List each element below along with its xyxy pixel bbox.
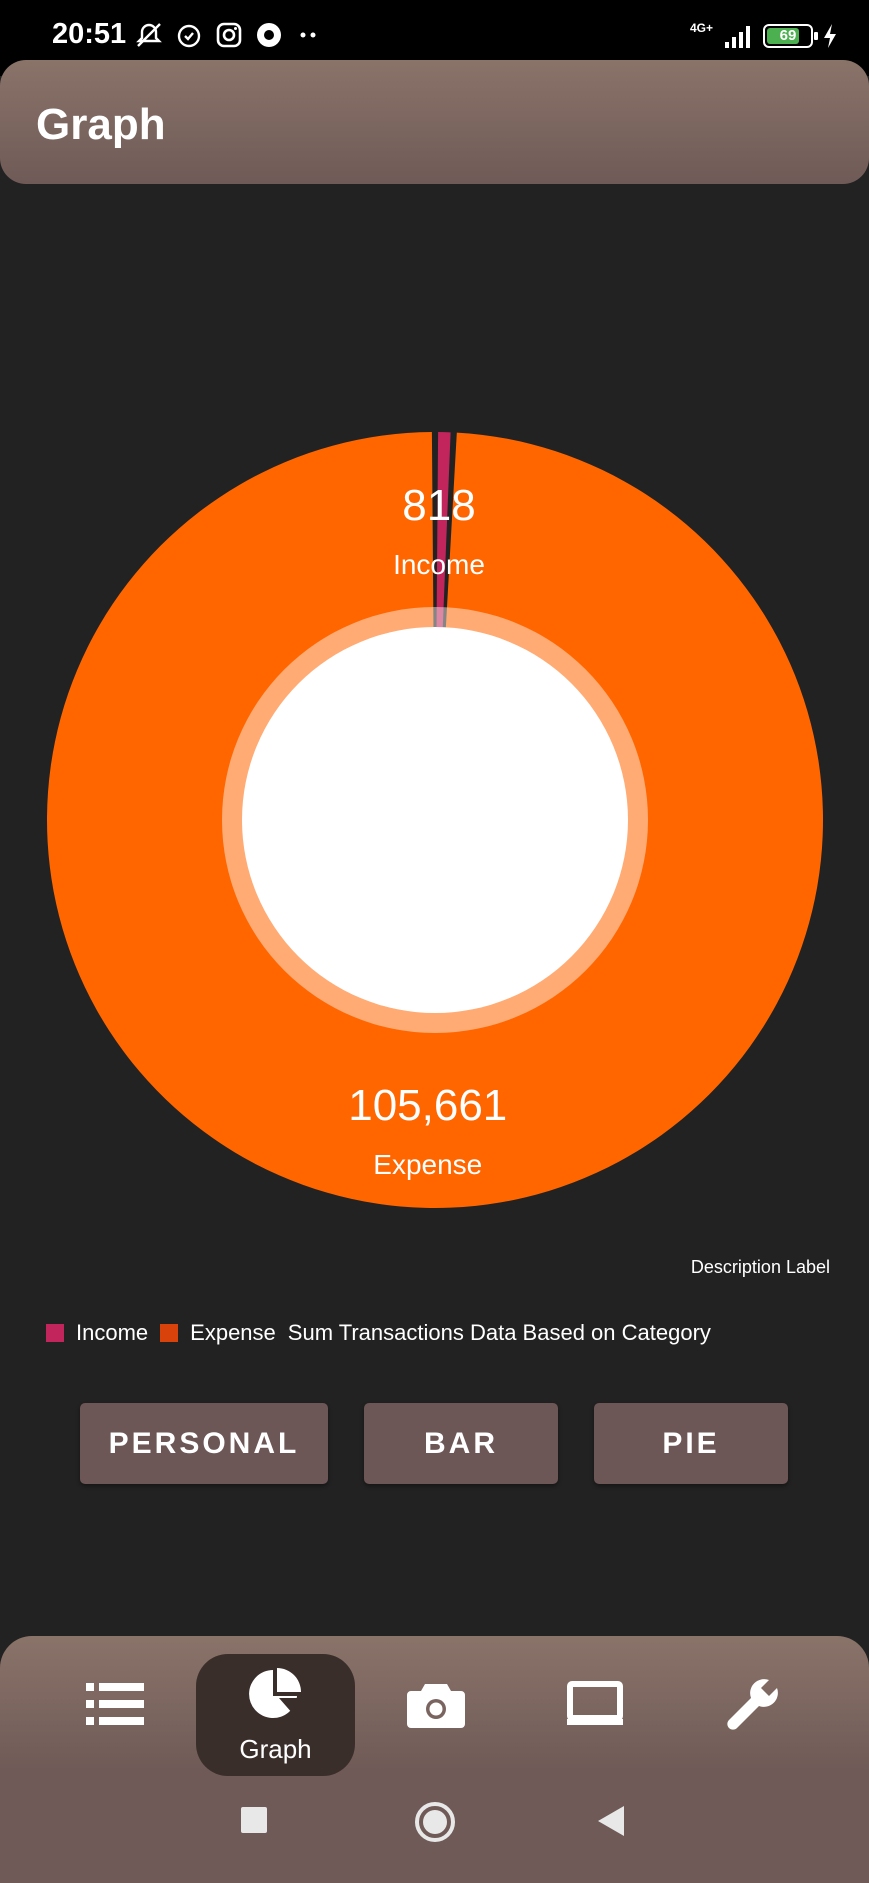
recents-icon[interactable] [240,1806,268,1834]
legend-label-income: Income [76,1320,149,1345]
list-icon [86,1683,144,1725]
mute-icon [136,23,162,47]
pie-chart-button[interactable]: PIE [594,1403,788,1484]
network-type: 4G+ [689,21,713,35]
slice-value-expense: 105,661 [348,1081,507,1130]
legend-label-expense: Expense [190,1320,276,1345]
app-bar: Graph [0,60,869,184]
legend-swatch-income [46,1324,64,1342]
alarm-icon [177,24,201,48]
slice-label-expense: Expense [373,1149,482,1180]
signal-icon [725,26,750,48]
nav-item-laptop[interactable] [555,1654,635,1754]
legend-title: Sum Transactions Data Based on Category [287,1320,711,1345]
slice-value-income: 818 [402,481,475,530]
nav-item-graph[interactable]: Graph [196,1654,355,1776]
camera-icon [407,1684,465,1728]
chart-hole [242,627,628,1013]
legend-item-expense: Expense [160,1320,276,1346]
wrench-icon [727,1679,778,1730]
page-title: Graph [36,100,166,149]
bar-chart-button[interactable]: BAR [364,1403,558,1484]
legend-swatch-expense [160,1324,179,1342]
charging-icon [824,24,836,48]
nav-item-list[interactable] [75,1654,155,1754]
battery-level: 69 [779,27,797,44]
nav-item-camera[interactable] [396,1654,476,1754]
instagram-icon [216,22,242,48]
chart-description-label: Description Label [690,1257,830,1277]
chart-legend: Income Expense Sum Transactions Data Bas… [46,1320,711,1346]
donut-chart[interactable]: 818 Income 105,661 Expense [40,425,830,1215]
nav-item-settings[interactable] [713,1654,793,1754]
bottom-navigation: Graph [0,1636,869,1883]
pie-chart-icon [249,1668,301,1718]
legend-item-income: Income [46,1320,148,1346]
nav-label-graph: Graph [239,1734,312,1764]
laptop-icon [567,1681,623,1725]
battery-icon: 69 [763,24,818,48]
back-icon[interactable] [596,1804,626,1838]
home-icon[interactable] [414,1801,456,1843]
app-icon [257,23,281,47]
donut-chart-svg[interactable]: 818 Income 105,661 Expense [40,425,830,1215]
status-time: 20:51 [52,18,127,50]
more-dots-icon [300,32,316,38]
slice-label-income: Income [393,549,485,580]
personal-button[interactable]: PERSONAL [80,1403,328,1484]
